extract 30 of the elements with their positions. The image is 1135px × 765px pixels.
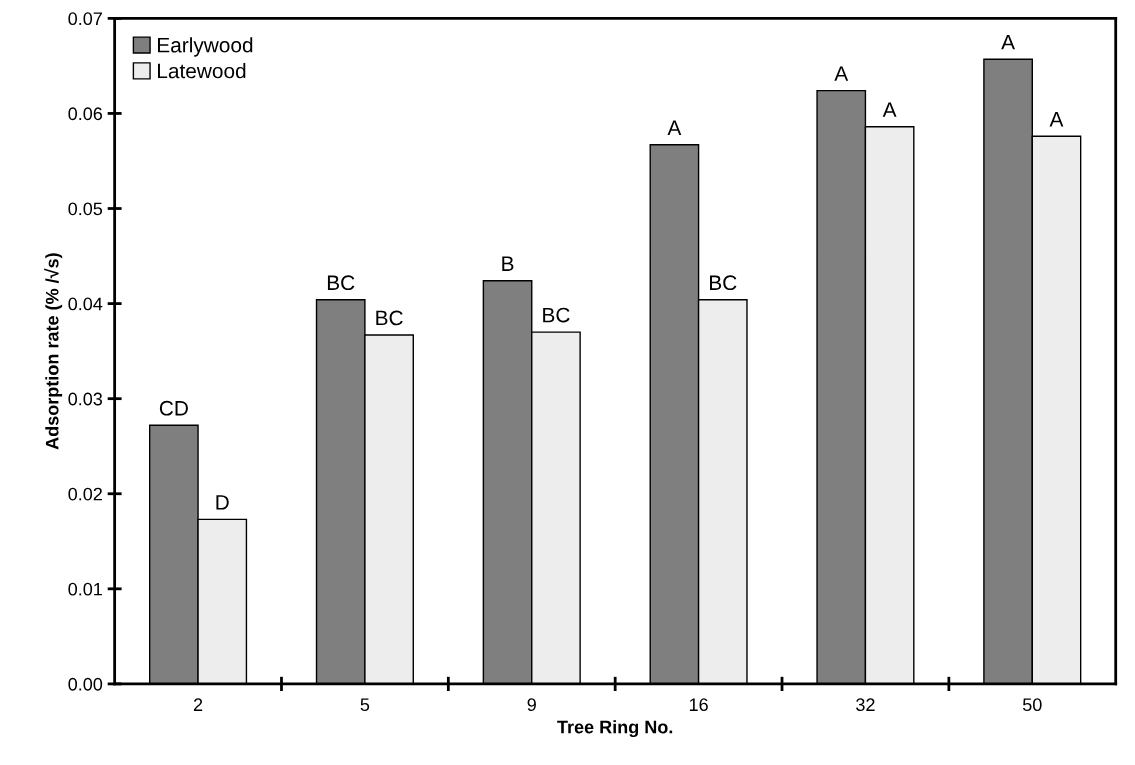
- annotation: BC: [543, 307, 570, 323]
- x-tick-label: 50: [1022, 698, 1042, 712]
- annotation: A: [834, 66, 849, 81]
- annotation: BC: [710, 275, 737, 291]
- y-axis-title: Adsorption rate (% /√s): [44, 253, 63, 450]
- y-tick-label: 0.01: [68, 582, 102, 596]
- annotation: D: [216, 495, 229, 510]
- y-tick-label: 0.03: [68, 392, 103, 406]
- legend-label: Earlywood: [158, 37, 253, 57]
- annotation: A: [1049, 112, 1064, 127]
- y-tick-label: 0.05: [68, 202, 103, 216]
- x-tick-label: 9: [527, 698, 536, 712]
- y-tick-label: 0.02: [68, 487, 102, 501]
- x-tick-label: 2: [193, 698, 203, 711]
- y-tick-label: 0.07: [68, 12, 102, 26]
- annotation: A: [882, 102, 897, 117]
- y-tick-label: 0.00: [68, 677, 103, 691]
- annotation: B: [502, 256, 514, 271]
- x-tick-label: 32: [856, 698, 875, 712]
- annotation: A: [667, 120, 682, 135]
- legend-label: Latewood: [158, 63, 246, 79]
- x-axis-title: Tree Ring No.: [557, 720, 673, 738]
- annotation: A: [1001, 35, 1015, 50]
- annotation: BC: [327, 275, 355, 291]
- x-tick-label: 5: [360, 698, 370, 712]
- y-tick-label: 0.04: [68, 297, 103, 311]
- annotation: BC: [376, 310, 403, 326]
- y-tick-label: 0.06: [68, 107, 103, 121]
- annotation: CD: [159, 400, 188, 416]
- x-tick-label: 16: [689, 698, 708, 712]
